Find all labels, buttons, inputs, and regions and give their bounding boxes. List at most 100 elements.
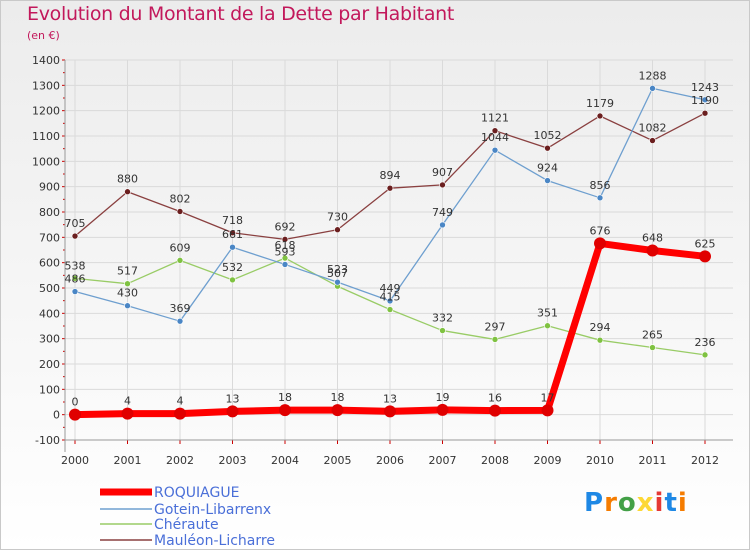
y-tick-label: 700 [39,231,60,244]
data-label: 894 [380,169,401,182]
data-point [124,188,131,196]
data-point [176,208,184,215]
data-point [439,221,446,229]
logo-letter: i [677,488,688,518]
data-point [279,404,291,417]
grid [65,59,733,441]
y-tick-label: 100 [39,383,60,396]
data-point [596,194,604,202]
data-point [701,109,709,117]
data-label: 265 [642,329,663,342]
data-point [594,237,606,250]
data-label: 1179 [586,97,614,110]
data-point [489,404,501,417]
y-tick-label: 300 [39,333,60,346]
data-label: 749 [432,206,453,219]
data-point [544,322,551,330]
data-point [544,144,551,152]
data-point [386,297,394,305]
data-label: 718 [222,214,243,227]
data-label: 430 [117,287,138,300]
data-label: 1082 [639,122,667,135]
data-label: 532 [222,261,243,274]
data-label: 18 [331,391,345,404]
y-tick-label: 1100 [32,130,60,143]
data-labels: 0 4 4 13 18 18 13 19 16 17 676 648 625 486 430 369 661 59… [65,69,720,408]
x-tick-label: 2012 [691,454,719,467]
legend-label: Gotein-Libarrenx [154,502,271,518]
x-tick-label: 2000 [61,454,89,467]
y-tick-label: 1200 [32,105,60,118]
data-point [649,344,656,351]
data-point [439,181,446,189]
axes: -100 0 100 200 300 400 500 600 700 800 900 1000 1100… [32,54,733,467]
data-point [649,137,656,144]
y-tick-label: 200 [39,358,60,371]
data-point [491,127,499,134]
data-point [699,250,711,263]
data-point [71,232,79,240]
data-label: 297 [485,320,506,333]
data-label: 538 [65,259,86,272]
logo-letter: i [654,488,665,518]
unit-label: (en €) [27,29,60,42]
x-tick-label: 2011 [639,454,667,467]
data-point [229,243,236,251]
data-point [281,261,289,268]
data-label: 0 [72,396,79,409]
data-point [384,405,396,418]
data-label: 924 [537,162,558,175]
data-point [436,403,449,416]
legend-label: Chéraute [154,517,219,533]
data-label: 507 [327,267,348,280]
series-lines [69,85,711,421]
data-point [176,257,184,264]
data-label: 332 [432,312,453,325]
x-tick-label: 2006 [376,454,404,467]
data-label: 517 [117,265,138,278]
x-tick-label: 2009 [534,454,562,467]
data-label: 369 [170,302,191,315]
data-point [596,336,604,344]
data-label: 593 [275,245,296,258]
data-point [226,405,239,418]
data-label: 523 [327,263,348,276]
legend-label: Mauléon-Licharre [154,533,275,549]
data-label: 705 [65,217,86,230]
data-point [541,404,554,417]
x-tick-label: 2008 [481,454,509,467]
data-label: 486 [65,273,86,286]
y-tick-label: 600 [39,257,60,270]
data-label: 648 [642,232,663,245]
data-point [331,404,344,417]
legend: ROQUIAGUEGotein-LibarrenxChérauteMauléon… [100,485,275,549]
data-label: 625 [695,237,716,250]
y-tick-label: -100 [35,434,60,447]
data-label: 692 [275,220,296,233]
data-label: 449 [380,282,401,295]
data-point [174,407,186,420]
data-point [71,275,79,282]
data-label: 351 [537,307,558,320]
y-tick-label: 0 [53,409,60,422]
x-tick-label: 2003 [219,454,247,467]
y-tick-label: 1400 [32,54,60,67]
data-label: 618 [275,239,296,252]
logo-letter: o [617,488,637,518]
data-label: 13 [383,392,397,405]
x-tick-label: 2001 [114,454,142,467]
logo-letter: P [584,488,605,518]
data-point [649,85,656,92]
data-point [701,96,709,104]
y-tick-label: 400 [39,307,60,320]
data-point [544,177,551,184]
data-label: 1243 [691,81,719,94]
data-label: 236 [695,336,716,349]
data-label: 676 [590,224,611,237]
data-label: 880 [117,173,138,186]
data-label: 1121 [481,112,509,125]
data-point [71,288,79,295]
data-label: 13 [226,392,240,405]
